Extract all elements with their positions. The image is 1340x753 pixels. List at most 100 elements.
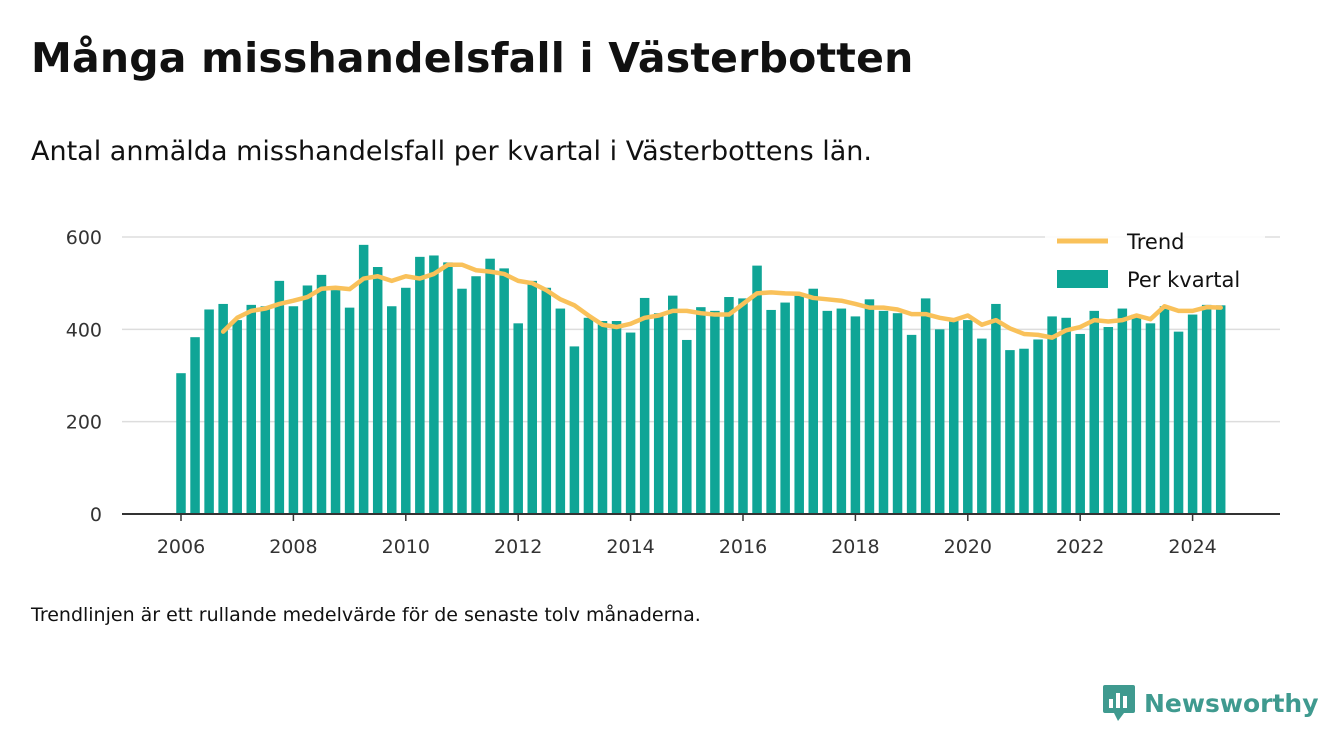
bar-per-kvartal: [1131, 314, 1142, 514]
bar-per-kvartal: [1201, 304, 1212, 514]
bar-per-kvartal: [668, 295, 678, 514]
bar-per-kvartal: [401, 287, 411, 514]
bar-per-kvartal: [1173, 331, 1184, 514]
x-tick-label: 2008: [269, 536, 317, 558]
bar-per-kvartal: [246, 304, 256, 514]
x-tick-label: 2020: [944, 536, 992, 558]
bar-per-kvartal: [316, 274, 327, 514]
footnote: Trendlinjen är ett rullande medelvärde f…: [31, 604, 701, 626]
bar-per-kvartal: [330, 290, 341, 514]
bar-per-kvartal: [822, 310, 833, 514]
bar-per-kvartal: [1061, 317, 1071, 514]
chart-title: Många misshandelsfall i Västerbotten: [31, 34, 914, 82]
bar-per-kvartal: [415, 256, 425, 514]
bar-per-kvartal: [471, 276, 481, 514]
bar-per-kvartal: [372, 267, 383, 514]
bar-per-kvartal: [1033, 339, 1043, 514]
bar-per-kvartal: [906, 334, 917, 514]
bar-per-kvartal: [260, 306, 271, 514]
bar-per-kvartal: [1005, 350, 1015, 514]
x-tick-label: 2016: [719, 536, 767, 558]
x-tick-label: 2018: [831, 536, 879, 558]
legend-swatch-per-kvartal: [1057, 270, 1108, 288]
bar-per-kvartal: [780, 302, 790, 514]
bar-per-kvartal: [878, 310, 889, 514]
bar-per-kvartal: [1187, 314, 1198, 514]
bar-per-kvartal: [850, 316, 861, 514]
bar-per-kvartal: [176, 373, 186, 514]
bar-per-kvartal: [653, 313, 664, 514]
bar-per-kvartal: [696, 307, 706, 514]
bar-per-kvartal: [794, 295, 804, 514]
legend-label-per-kvartal: Per kvartal: [1127, 268, 1240, 292]
y-tick-label: 400: [66, 319, 102, 341]
bar-per-kvartal: [218, 303, 228, 514]
x-tick-label: 2012: [494, 536, 542, 558]
bar-per-kvartal: [1019, 348, 1029, 514]
bar-per-kvartal: [1117, 308, 1128, 514]
newsworthy-logo-icon: [1103, 685, 1135, 721]
bar-per-kvartal: [358, 244, 369, 514]
y-tick-label: 200: [66, 412, 102, 434]
bar-per-kvartal: [864, 299, 875, 514]
bar-per-kvartal: [583, 317, 594, 514]
x-tick-label: 2010: [382, 536, 430, 558]
bar-per-kvartal: [204, 309, 214, 514]
bar-per-kvartal: [949, 320, 959, 514]
bar-per-kvartal: [541, 287, 552, 514]
bar-per-kvartal: [344, 307, 355, 514]
x-tick-label: 2022: [1056, 536, 1104, 558]
bars-per-kvartal: [176, 244, 1226, 514]
axes: 0 200 400 600 2006 2008 2010 2012 2014 2016 2018 20…: [66, 227, 1280, 558]
y-tick-label: 0: [90, 504, 102, 526]
chart-subtitle: Antal anmälda misshandelsfall per kvarta…: [31, 136, 872, 167]
bar-per-kvartal: [724, 297, 734, 514]
bar-per-kvartal: [710, 310, 720, 514]
bar-per-kvartal: [738, 298, 748, 514]
legend: Trend Per kvartal: [1045, 224, 1265, 300]
bar-per-kvartal: [302, 285, 313, 514]
bar-per-kvartal: [555, 308, 566, 514]
bar-per-kvartal: [429, 255, 439, 514]
bar-per-kvartal: [1047, 316, 1057, 514]
bar-per-kvartal: [1145, 323, 1156, 514]
trend-line-layer: [220, 262, 1223, 340]
bar-per-kvartal: [991, 303, 1001, 514]
bar-per-kvartal: [639, 297, 650, 514]
bar-per-kvartal: [485, 258, 495, 514]
bar-per-kvartal: [977, 338, 987, 514]
bar-per-kvartal: [569, 346, 580, 514]
bar-per-kvartal: [963, 320, 973, 514]
bar-per-kvartal: [766, 309, 776, 514]
bar-per-kvartal: [1215, 305, 1226, 514]
bar-per-kvartal: [457, 288, 467, 514]
bar-per-kvartal: [934, 329, 945, 514]
bar-per-kvartal: [387, 306, 397, 514]
bar-per-kvartal: [752, 265, 762, 514]
bar-per-kvartal: [682, 339, 692, 514]
bar-per-kvartal: [513, 323, 523, 514]
bar-per-kvartal: [808, 288, 818, 514]
bar-per-kvartal: [892, 313, 903, 514]
chart-area: 0 200 400 600 2006 2008 2010 2012 2014 2016 2018 20…: [65, 224, 1280, 558]
brand-logo: Newsworthy: [1102, 683, 1319, 723]
bar-per-kvartal: [1159, 306, 1170, 514]
bar-per-kvartal: [274, 280, 285, 514]
bar-per-kvartal: [190, 337, 200, 514]
y-tick-label: 600: [66, 227, 102, 249]
bar-per-kvartal: [499, 268, 509, 514]
brand-name: Newsworthy: [1144, 688, 1319, 718]
bar-per-kvartal: [625, 332, 636, 514]
bar-per-kvartal: [1075, 333, 1085, 514]
bar-per-kvartal: [920, 298, 931, 514]
trend-line: [220, 262, 1223, 340]
x-tick-label: 2006: [157, 536, 205, 558]
legend-label-trend: Trend: [1126, 230, 1184, 254]
x-tick-label: 2014: [606, 536, 654, 558]
bar-per-kvartal: [443, 262, 453, 514]
bar-per-kvartal: [597, 321, 608, 514]
bar-per-kvartal: [232, 320, 242, 514]
bar-per-kvartal: [1089, 310, 1099, 514]
bar-per-kvartal: [836, 308, 847, 514]
bar-per-kvartal: [527, 280, 537, 514]
